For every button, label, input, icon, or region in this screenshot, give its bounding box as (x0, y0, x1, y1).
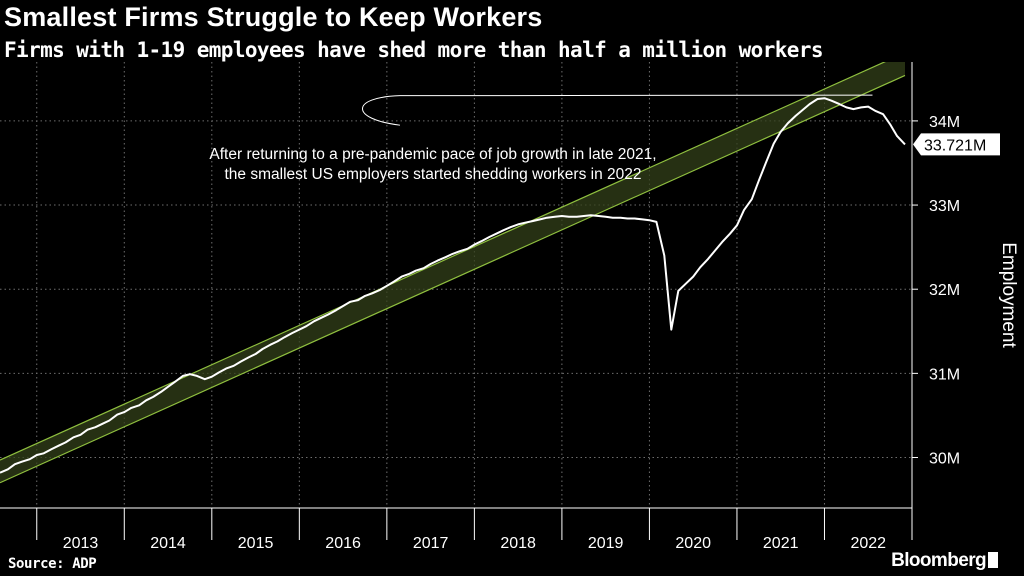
annotation-leader (362, 94, 873, 126)
y-tick-label: 34M (929, 114, 960, 131)
annotation-text: After returning to a pre-pandemic pace o… (209, 146, 656, 163)
trend-channel-upper (0, 62, 886, 461)
y-tick-label: 30M (929, 451, 960, 468)
x-tick-label: 2019 (588, 535, 624, 552)
annotation-text: the smallest US employers started sheddi… (225, 166, 642, 183)
last-value-label: 33.721M (924, 137, 986, 154)
trend-channel (0, 62, 906, 484)
x-tick-label: 2021 (763, 535, 799, 552)
y-axis-title: Employment (998, 242, 1019, 348)
brand-name: Bloomberg (891, 550, 986, 571)
source-note: Source: ADP (8, 556, 97, 572)
chart-title: Smallest Firms Struggle to Keep Workers (4, 2, 543, 32)
brand-mark-icon (988, 552, 998, 568)
bloomberg-logo: Bloomberg (891, 550, 998, 572)
x-tick-label: 2018 (500, 535, 536, 552)
y-tick-label: 33M (929, 198, 960, 215)
last-value-badge: 33.721M (913, 133, 1000, 156)
y-tick-label: 31M (929, 366, 960, 383)
x-tick-label: 2016 (325, 535, 361, 552)
x-tick-label: 2022 (850, 535, 886, 552)
last-value-badge-bg (913, 133, 1000, 156)
x-tick-label: 2020 (675, 535, 711, 552)
trend-channel-lower (0, 74, 906, 484)
chart-subtitle: Firms with 1-19 employees have shed more… (4, 38, 824, 62)
x-tick-label: 2014 (150, 535, 186, 552)
series-line (0, 97, 906, 474)
y-tick-label: 32M (929, 282, 960, 299)
x-tick-label: 2013 (63, 535, 99, 552)
x-tick-label: 2015 (238, 535, 274, 552)
trend-channel-band (0, 62, 905, 483)
x-tick-label: 2017 (413, 535, 449, 552)
